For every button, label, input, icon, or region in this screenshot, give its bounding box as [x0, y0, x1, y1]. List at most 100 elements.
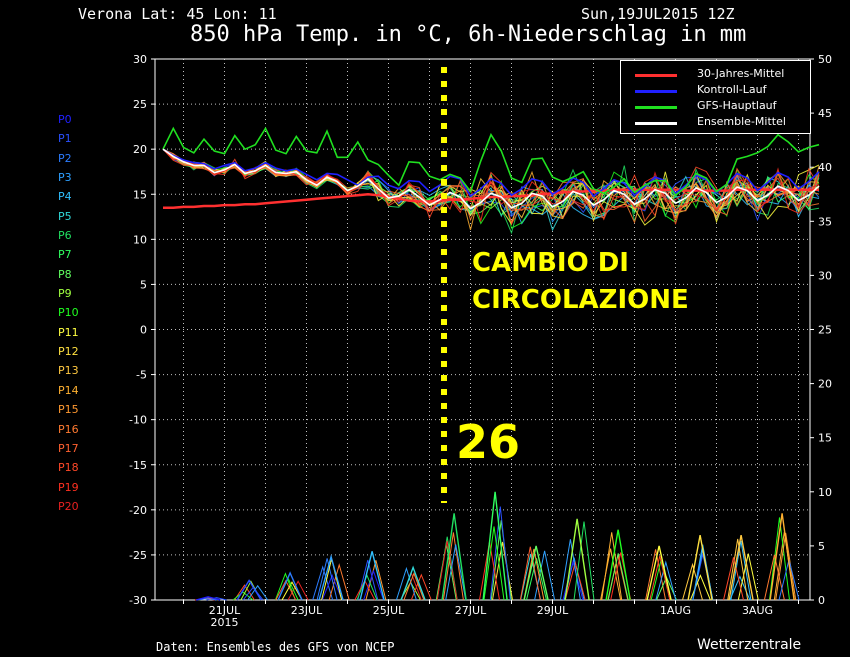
precip-spike	[489, 506, 511, 601]
x-tick-label: 27JUL	[455, 604, 487, 617]
precip-spike	[365, 560, 387, 601]
precip-spike-max	[728, 534, 754, 601]
precip-spike	[727, 538, 749, 601]
precip-spike-max	[523, 545, 549, 601]
precip-spike	[274, 572, 296, 601]
ensemble-member-line	[162, 148, 820, 226]
legend-swatch	[635, 106, 677, 109]
precip-spike-max	[195, 596, 221, 601]
legend-swatch	[635, 122, 677, 125]
y2-tick-label: 40	[818, 161, 832, 174]
precip-spike-max	[400, 565, 426, 601]
y2-tick-label: 20	[818, 378, 832, 391]
precip-spike	[436, 540, 458, 601]
precip-spike	[312, 565, 334, 601]
precip-spike-max	[646, 545, 672, 601]
precip-spike-max	[441, 513, 467, 601]
precip-spike	[763, 554, 785, 601]
x-tick-label: 23JUL	[291, 604, 323, 617]
precip-spike-max	[359, 551, 385, 601]
y2-tick-label: 5	[818, 540, 825, 553]
precip-spike	[682, 562, 703, 601]
precip-spike	[573, 521, 595, 601]
precip-spike	[403, 571, 425, 601]
precip-spike	[363, 569, 384, 601]
legend-label: 30-Jahres-Mittel	[697, 67, 785, 80]
y-tick-label: 25	[133, 98, 147, 111]
y-tick-label: -25	[129, 549, 147, 562]
precip-spike	[601, 532, 623, 601]
member-label: P19	[58, 480, 79, 494]
precip-spike	[442, 532, 464, 601]
y-tick-label: 5	[140, 278, 147, 291]
legend-label: Kontroll-Lauf	[697, 83, 767, 96]
member-label: P1	[58, 132, 72, 146]
precip-spike	[410, 573, 432, 601]
y-tick-label: -5	[136, 369, 147, 382]
precip-spike	[564, 560, 586, 601]
series-line	[162, 126, 820, 197]
y-tick-label: -30	[129, 594, 147, 607]
member-label: P3	[58, 171, 72, 185]
precip-spike-max	[605, 529, 631, 601]
precip-spike	[534, 550, 556, 601]
precip-spike-max	[236, 579, 262, 601]
precip-spike	[562, 559, 584, 601]
precip-spike	[730, 540, 752, 601]
precip-spike	[723, 557, 744, 601]
precip-spike-max	[277, 571, 303, 601]
x-tick-label: 3AUG	[742, 604, 773, 617]
member-label: P18	[58, 461, 79, 475]
location-label: Verona Lat: 45 Lon: 11	[78, 5, 277, 23]
precip-spike	[607, 553, 629, 601]
y-tick-label: -10	[129, 414, 147, 427]
precip-spike-max	[318, 554, 344, 601]
member-label: P20	[58, 499, 79, 513]
precip-spike	[645, 549, 667, 601]
precip-spike	[316, 558, 338, 601]
annotation-circolazione: CIRCOLAZIONE	[472, 285, 689, 315]
y2-tick-label: 50	[818, 53, 832, 66]
precip-spike	[737, 553, 759, 601]
series-line	[163, 188, 819, 210]
legend-swatch	[635, 90, 677, 93]
annotation-cambio: CAMBIO DI	[472, 248, 629, 278]
precip-spike-max	[687, 534, 713, 601]
member-label: P14	[58, 383, 79, 397]
legend: 30-Jahres-Mittel Kontroll-Lauf GFS-Haupt…	[620, 60, 811, 134]
y-tick-label: 20	[133, 143, 147, 156]
member-label: P10	[58, 306, 79, 320]
member-label: P15	[58, 403, 79, 417]
precip-spike	[395, 566, 417, 601]
precip-spike	[328, 563, 350, 601]
precip-spike	[519, 546, 541, 601]
member-label: P2	[58, 151, 72, 165]
x-tick-label: 25JUL	[373, 604, 405, 617]
precip-spike-max	[769, 513, 795, 601]
y2-tick-label: 15	[818, 432, 832, 445]
member-label: P6	[58, 229, 72, 243]
ensemble-member-line	[162, 148, 820, 226]
data-credit: Daten: Ensembles des GFS von NCEP	[156, 640, 395, 654]
precip-spike	[483, 526, 505, 601]
member-label: P4	[58, 190, 72, 204]
x-tick-label: 21JUL	[209, 604, 241, 617]
member-label: P16	[58, 422, 79, 436]
precip-spike	[689, 574, 711, 601]
member-label: P8	[58, 267, 72, 281]
legend-label: Ensemble-Mittel	[697, 115, 786, 128]
y-tick-label: 30	[133, 53, 147, 66]
precip-spike	[281, 581, 303, 601]
member-label: P12	[58, 345, 79, 359]
precip-spike	[479, 541, 500, 601]
precip-spike	[287, 580, 309, 601]
y-tick-label: -20	[129, 504, 147, 517]
y-tick-label: 0	[140, 324, 147, 337]
series-line	[162, 148, 820, 198]
precip-spike	[356, 573, 378, 601]
y2-tick-label: 10	[818, 486, 832, 499]
precip-spike-max	[564, 518, 590, 601]
x-tick-label: 1AUG	[660, 604, 691, 617]
y2-tick-label: 35	[818, 215, 832, 228]
